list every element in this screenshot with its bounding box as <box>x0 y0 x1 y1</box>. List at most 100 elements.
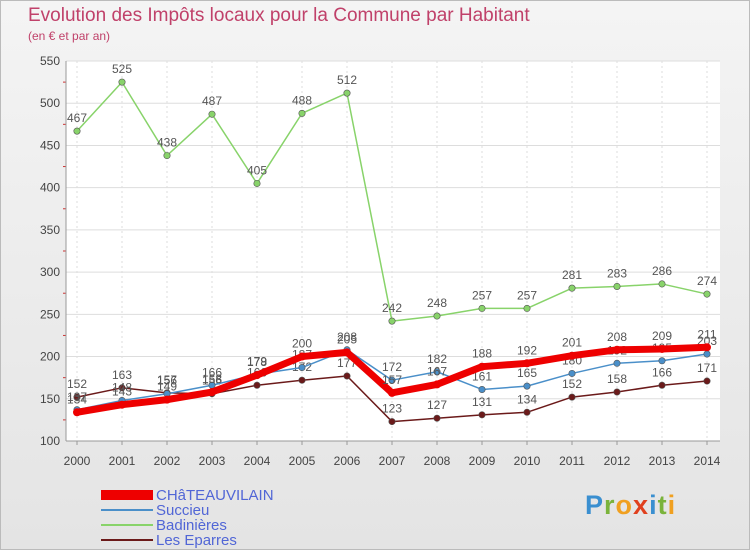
data-point-les-eparres <box>523 408 531 416</box>
data-point-succieu <box>523 382 531 390</box>
data-point-ch-teauvilain <box>208 388 216 397</box>
legend-item-les-eparres: Les Eparres <box>101 532 237 549</box>
data-point-badini-res <box>73 127 81 135</box>
data-point-badini-res <box>163 152 171 160</box>
x-tick-label: 2003 <box>199 454 226 468</box>
data-point-badini-res <box>613 282 621 290</box>
legend-label-badinieres: Badinières <box>156 516 227 534</box>
data-label-succieu: 161 <box>472 369 492 383</box>
x-tick-label: 2004 <box>244 454 271 468</box>
data-label-ch-teauvilain: 200 <box>292 337 312 351</box>
data-point-ch-teauvilain <box>73 408 81 417</box>
data-point-les-eparres <box>343 372 351 380</box>
data-point-succieu <box>658 357 666 365</box>
x-tick-label: 2010 <box>514 454 541 468</box>
data-point-ch-teauvilain <box>343 348 351 357</box>
chart-title: Evolution des Impôts locaux pour la Comm… <box>28 5 530 26</box>
data-point-succieu <box>388 376 396 384</box>
logo-letter: i <box>667 490 677 520</box>
data-label-badini-res: 274 <box>697 274 717 288</box>
x-tick-label: 2014 <box>694 454 721 468</box>
logo-letter: o <box>615 490 634 520</box>
data-point-ch-teauvilain <box>388 388 396 397</box>
data-point-les-eparres <box>613 388 621 396</box>
data-point-ch-teauvilain <box>568 351 576 360</box>
legend-label-chateauvilain: CHâTEAUVILAIN <box>156 486 274 504</box>
data-label-badini-res: 286 <box>652 264 672 278</box>
data-label-ch-teauvilain: 157 <box>382 373 402 387</box>
data-label-les-eparres: 157 <box>157 373 177 387</box>
data-point-les-eparres <box>568 393 576 401</box>
data-point-badini-res <box>523 304 531 312</box>
data-point-les-eparres <box>118 384 126 392</box>
logo-letter: r <box>604 490 616 520</box>
y-tick-label: 400 <box>40 181 60 195</box>
data-label-les-eparres: 134 <box>517 392 537 406</box>
legend-item-succieu: Succieu <box>101 501 210 519</box>
y-tick-label: 250 <box>40 307 60 321</box>
data-label-badini-res: 283 <box>607 266 627 280</box>
data-point-badini-res <box>568 284 576 292</box>
logo-letter: i <box>649 490 658 520</box>
y-tick-label: 200 <box>40 350 60 364</box>
x-tick-label: 2006 <box>334 454 361 468</box>
logo-letter: t <box>657 490 668 520</box>
data-point-les-eparres <box>703 377 711 385</box>
data-label-badini-res: 488 <box>292 93 312 107</box>
chart-subtitle: (en € et par an) <box>28 29 111 43</box>
data-label-succieu: 148 <box>112 380 132 394</box>
data-point-les-eparres <box>298 376 306 384</box>
data-point-ch-teauvilain <box>253 371 261 380</box>
data-label-les-eparres: 171 <box>697 361 717 375</box>
data-label-ch-teauvilain: 188 <box>472 347 492 361</box>
data-point-succieu <box>478 385 486 393</box>
data-point-succieu <box>613 359 621 367</box>
data-point-ch-teauvilain <box>163 395 171 404</box>
data-label-succieu: 137 <box>67 390 87 404</box>
data-point-les-eparres <box>433 414 441 422</box>
data-label-ch-teauvilain: 158 <box>202 372 222 386</box>
data-label-ch-teauvilain: 134 <box>67 392 87 406</box>
data-label-ch-teauvilain: 149 <box>157 380 177 394</box>
data-point-badini-res <box>118 78 126 86</box>
data-point-succieu <box>568 369 576 377</box>
data-label-les-eparres: 123 <box>382 402 402 416</box>
x-tick-label: 2008 <box>424 454 451 468</box>
proxiti-logo: Proxiti <box>585 490 676 521</box>
data-point-badini-res <box>343 89 351 97</box>
data-label-badini-res: 438 <box>157 136 177 150</box>
data-point-badini-res <box>388 317 396 325</box>
x-tick-label: 2013 <box>649 454 676 468</box>
x-tick-label: 2009 <box>469 454 496 468</box>
data-label-badini-res: 281 <box>562 268 582 282</box>
x-tick-label: 2012 <box>604 454 631 468</box>
data-point-badini-res <box>298 109 306 117</box>
data-point-badini-res <box>433 312 441 320</box>
y-tick-label: 550 <box>40 54 60 68</box>
data-label-badini-res: 487 <box>202 94 222 108</box>
data-label-ch-teauvilain: 192 <box>517 343 537 357</box>
legend-swatch-succieu <box>101 509 153 511</box>
data-label-succieu: 165 <box>517 366 537 380</box>
y-tick-label: 500 <box>40 96 60 110</box>
legend-label-succieu: Succieu <box>156 501 210 519</box>
data-point-badini-res <box>208 110 216 118</box>
data-point-succieu <box>298 364 306 372</box>
legend-swatch-badinieres <box>101 524 153 526</box>
data-point-badini-res <box>658 280 666 288</box>
data-label-ch-teauvilain: 209 <box>652 329 672 343</box>
data-label-badini-res: 242 <box>382 301 402 315</box>
data-point-les-eparres <box>478 411 486 419</box>
data-point-badini-res <box>478 304 486 312</box>
data-label-ch-teauvilain: 205 <box>337 332 357 346</box>
y-tick-label: 450 <box>40 138 60 152</box>
data-point-les-eparres <box>73 393 81 401</box>
data-label-les-eparres: 158 <box>607 372 627 386</box>
data-point-les-eparres <box>658 381 666 389</box>
data-point-ch-teauvilain <box>523 359 531 368</box>
data-point-les-eparres <box>253 381 261 389</box>
data-label-badini-res: 248 <box>427 296 447 310</box>
data-label-succieu: 179 <box>247 354 267 368</box>
